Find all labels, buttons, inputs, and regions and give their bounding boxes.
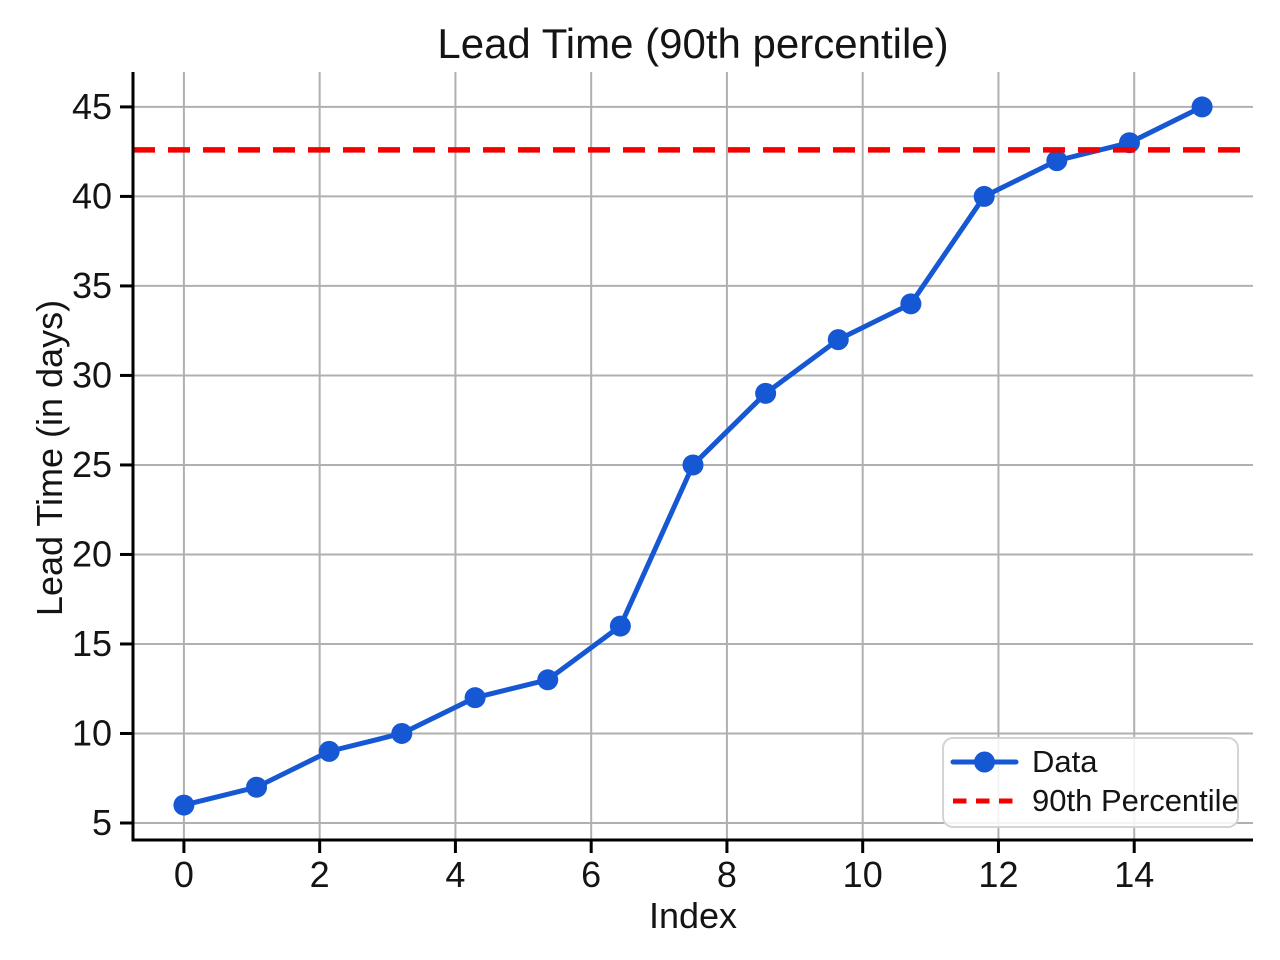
data-point bbox=[537, 669, 559, 691]
y-axis-label: Lead Time (in days) bbox=[29, 300, 70, 616]
x-axis-label: Index bbox=[649, 895, 737, 936]
data-point bbox=[973, 185, 995, 207]
data-point bbox=[682, 454, 704, 476]
x-tick-label: 8 bbox=[717, 854, 737, 895]
x-tick-label: 10 bbox=[843, 854, 883, 895]
y-tick-label: 25 bbox=[72, 444, 112, 485]
data-point bbox=[1191, 96, 1213, 118]
y-tick-label: 30 bbox=[72, 354, 112, 395]
x-tick-label: 2 bbox=[310, 854, 330, 895]
x-tick-label: 4 bbox=[445, 854, 465, 895]
y-tick-label: 20 bbox=[72, 533, 112, 574]
data-point bbox=[827, 329, 849, 351]
y-tick-label: 15 bbox=[72, 623, 112, 664]
data-point bbox=[755, 382, 777, 404]
data-point bbox=[1046, 150, 1068, 172]
y-tick-label: 10 bbox=[72, 712, 112, 753]
data-point bbox=[609, 615, 631, 637]
legend-label-data: Data bbox=[1032, 744, 1098, 779]
y-tick-label: 35 bbox=[72, 265, 112, 306]
legend-label-percentile: 90th Percentile bbox=[1032, 783, 1239, 818]
axis-tick-labels: 0 2 4 6 8 10 12 14 5 10 15 20 25 30 35 40 45 bbox=[72, 86, 1154, 895]
data-point bbox=[464, 687, 486, 709]
legend: Data 90th Percentile bbox=[942, 737, 1239, 828]
y-tick-label: 45 bbox=[72, 86, 112, 127]
x-tick-label: 0 bbox=[174, 854, 194, 895]
y-tick-label: 5 bbox=[92, 802, 112, 843]
x-tick-label: 14 bbox=[1114, 854, 1154, 895]
data-point bbox=[318, 740, 340, 762]
legend-data-marker bbox=[974, 751, 995, 773]
data-point bbox=[246, 776, 268, 798]
data-point bbox=[391, 722, 413, 744]
data-point bbox=[900, 293, 922, 315]
x-tick-label: 12 bbox=[978, 854, 1018, 895]
y-tick-label: 40 bbox=[72, 175, 112, 216]
data-point bbox=[173, 794, 195, 816]
data-series bbox=[173, 96, 1213, 816]
x-tick-label: 6 bbox=[581, 854, 601, 895]
chart-title: Lead Time (90th percentile) bbox=[437, 20, 948, 67]
axis-ticks bbox=[120, 105, 1136, 853]
